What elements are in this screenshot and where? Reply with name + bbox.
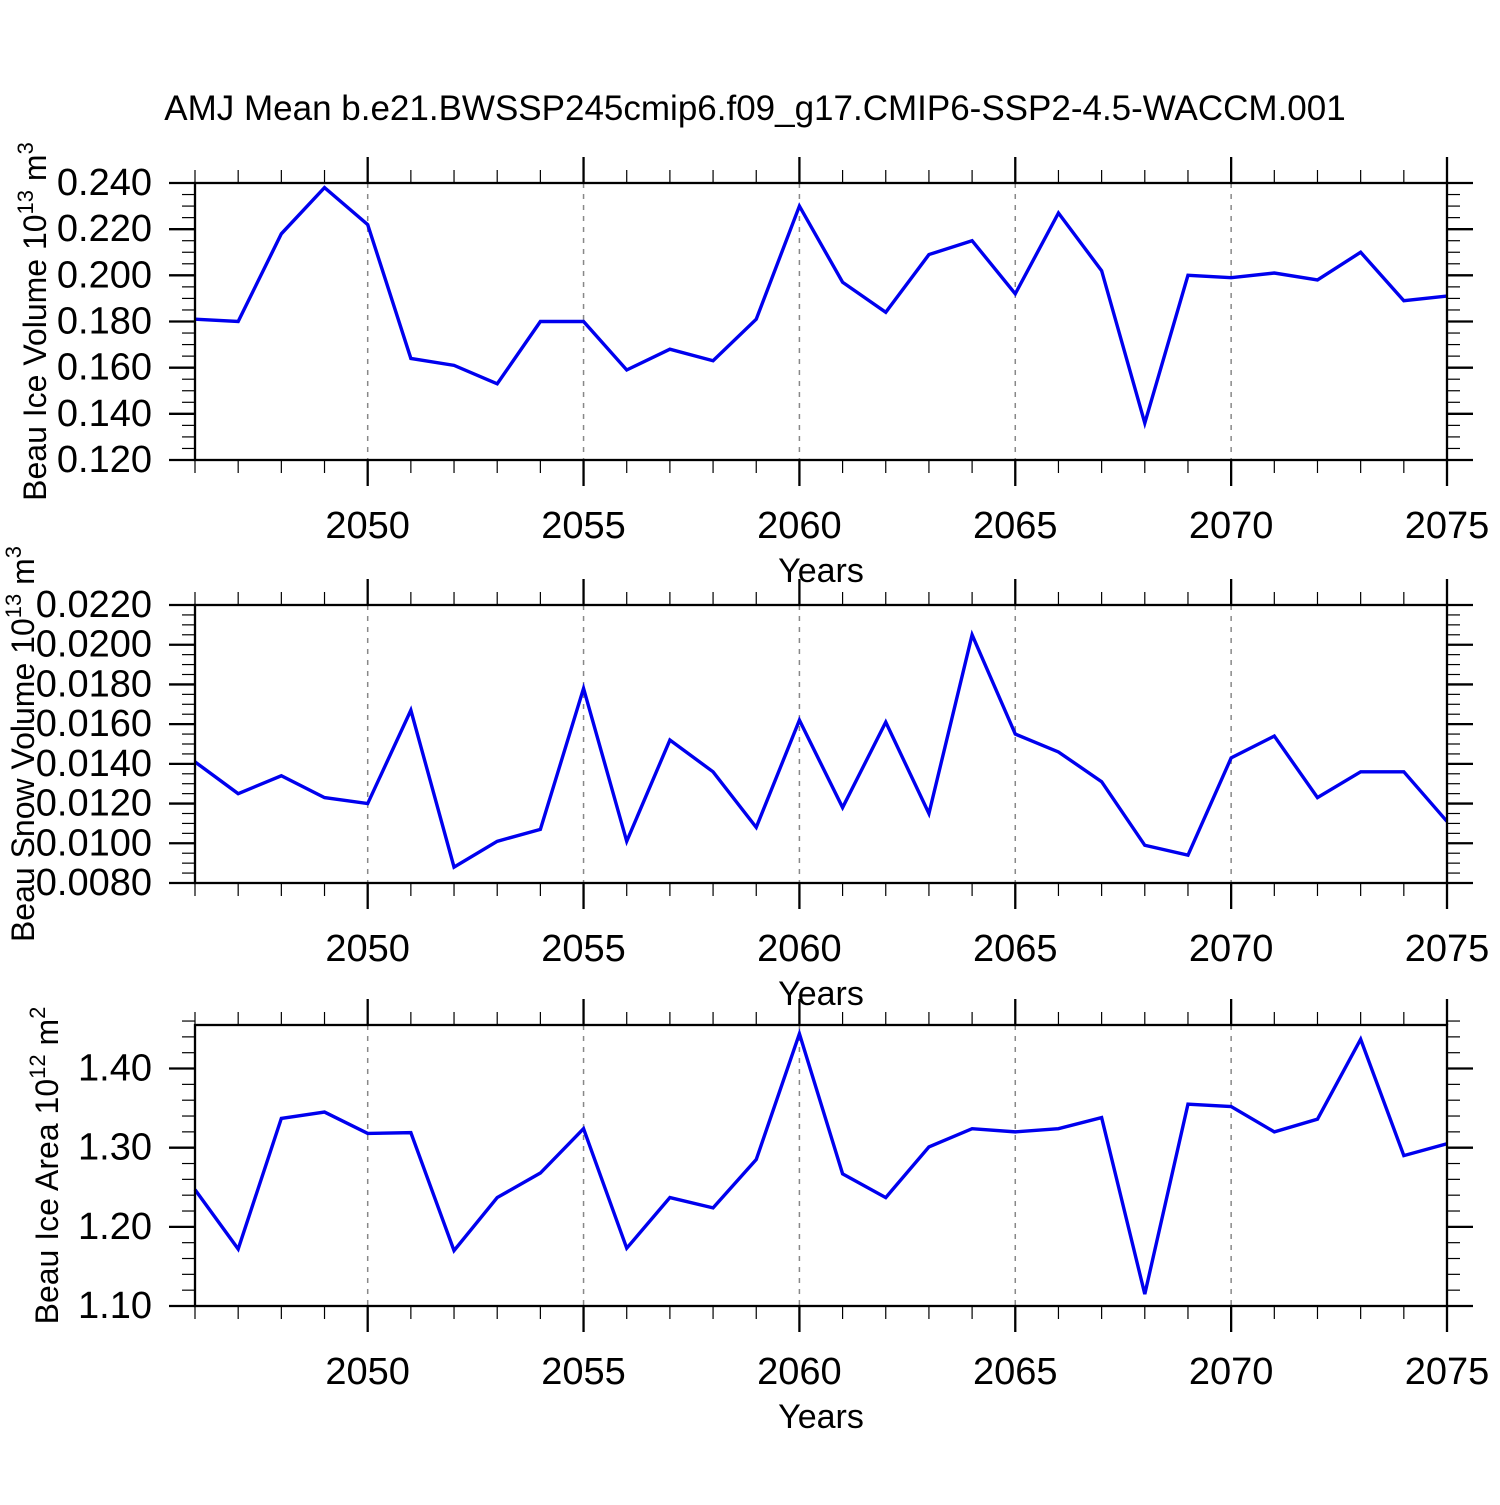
gridlines [366, 605, 1232, 883]
y-axis-title: Beau Ice Volume 1013 m3 [13, 142, 53, 501]
data-line [194, 185, 1448, 430]
y-tick-label: 1.40 [78, 1048, 152, 1090]
x-axis-ticks [194, 157, 1449, 486]
y-tick-label: 0.140 [57, 393, 152, 435]
y-axis-title-text: Beau Ice Volume 10 [17, 214, 53, 500]
y-tick-label: 0.0160 [36, 703, 152, 745]
x-tick-label: 2075 [1405, 1351, 1490, 1393]
y-tick-labels: 0.00800.01000.01200.01400.01600.01800.02… [36, 584, 152, 904]
data-line [193, 1028, 1448, 1295]
x-tick-labels: 2050 2055 2060 2065 2070 2075 [325, 505, 1489, 547]
panel-1: 0.00800.01000.01200.01400.01600.01800.02… [1, 546, 1489, 1013]
x-tick-label: 2055 [541, 505, 626, 547]
y-tick-label: 0.0080 [36, 862, 152, 904]
y-tick-label: 0.0140 [36, 743, 152, 785]
y-axis-title-text: Beau Snow Volume 10 [5, 618, 41, 942]
x-tick-label: 2055 [541, 928, 626, 970]
gridlines [366, 183, 1232, 460]
y-tick-label: 0.0120 [36, 783, 152, 825]
figure-title: AMJ Mean b.e21.BWSSP245cmip6.f09_g17.CMI… [164, 89, 1345, 128]
y-tick-label: 0.180 [57, 301, 152, 343]
x-tick-label: 2060 [757, 505, 842, 547]
y-tick-label: 0.0180 [36, 663, 152, 705]
x-tick-label: 2050 [325, 505, 410, 547]
y-axis-title-superscript: 3 [13, 142, 38, 154]
x-tick-label: 2060 [757, 928, 842, 970]
y-tick-label: 1.30 [78, 1127, 152, 1169]
y-axis-title-superscript: 3 [1, 546, 26, 558]
plot-frame [193, 181, 1449, 462]
x-tick-label: 2050 [325, 1351, 410, 1393]
y-axis-ticks [169, 181, 1473, 462]
y-tick-label: 0.220 [57, 208, 152, 250]
plot-frame [193, 1023, 1449, 1308]
y-axis-ticks [169, 603, 1473, 885]
x-tick-label: 2070 [1189, 505, 1274, 547]
x-axis-ticks [194, 999, 1449, 1332]
x-tick-label: 2065 [973, 928, 1058, 970]
y-tick-label: 0.0200 [36, 624, 152, 666]
x-tick-label: 2055 [541, 1351, 626, 1393]
y-tick-label: 0.0100 [36, 822, 152, 864]
y-axis-title-superscript: 12 [25, 1054, 50, 1078]
y-axis-title-text: m [17, 154, 53, 190]
x-axis-title: Years [778, 552, 864, 590]
y-tick-label: 0.160 [57, 347, 152, 389]
x-tick-label: 2060 [757, 1351, 842, 1393]
x-axis-ticks [194, 579, 1449, 909]
y-axis-title-text: m [29, 1019, 65, 1055]
x-tick-label: 2070 [1189, 1351, 1274, 1393]
x-tick-label: 2050 [325, 928, 410, 970]
y-tick-labels: 1.10 1.20 1.30 1.40 [78, 1048, 152, 1327]
panel-2: 1.10 1.20 1.30 1.40 2050 2055 2060 2065 2070 2075… [25, 999, 1489, 1436]
y-tick-label: 0.0220 [36, 584, 152, 626]
y-axis-title-text: Beau Ice Area 10 [29, 1079, 65, 1325]
x-tick-label: 2065 [973, 505, 1058, 547]
y-tick-label: 1.10 [78, 1285, 152, 1327]
y-tick-label: 0.120 [57, 439, 152, 481]
gridlines [366, 1025, 1232, 1306]
x-axis-title: Years [778, 1398, 864, 1436]
y-axis-ticks [169, 1020, 1473, 1308]
y-tick-label: 0.240 [57, 162, 152, 204]
x-tick-labels: 2050 2055 2060 2065 2070 2075 [325, 928, 1489, 970]
y-axis-title-superscript: 13 [1, 594, 26, 618]
x-tick-label: 2065 [973, 1351, 1058, 1393]
y-axis-title: Beau Snow Volume 1013 m3 [1, 546, 41, 942]
y-axis-title-superscript: 13 [13, 190, 38, 214]
y-axis-title-text: m [5, 558, 41, 594]
y-tick-label: 1.20 [78, 1206, 152, 1248]
x-tick-labels: 2050 2055 2060 2065 2070 2075 [325, 1351, 1489, 1393]
y-axis-title: Beau Ice Area 1012 m2 [25, 1007, 65, 1325]
x-tick-label: 2075 [1405, 928, 1490, 970]
y-tick-label: 0.200 [57, 254, 152, 296]
y-axis-title-superscript: 2 [25, 1007, 50, 1019]
x-axis-title: Years [778, 975, 864, 1013]
x-tick-label: 2075 [1405, 505, 1490, 547]
data-line [193, 629, 1449, 870]
x-tick-label: 2070 [1189, 928, 1274, 970]
